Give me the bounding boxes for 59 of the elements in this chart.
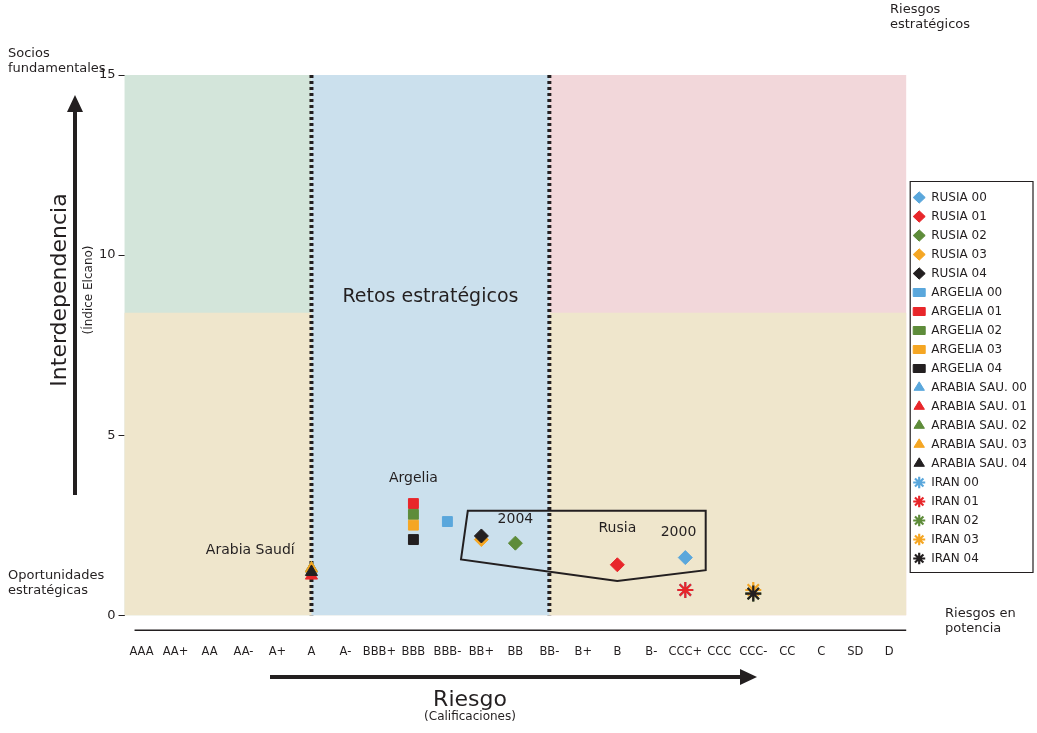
legend-label: ARABIA SAU. 00 xyxy=(931,379,1027,394)
x-tick-label: SD xyxy=(847,644,864,659)
legend-label: IRAN 02 xyxy=(931,512,979,527)
legend-label: ARABIA SAU. 02 xyxy=(931,417,1027,432)
x-axis-title: Riesgo xyxy=(433,686,507,711)
x-tick-label: BBB- xyxy=(433,644,462,659)
legend-label: ARGELIA 03 xyxy=(931,341,1003,356)
x-tick-label: A xyxy=(307,644,316,659)
x-tick-label: BB+ xyxy=(468,644,495,659)
legend-label: RUSIA 02 xyxy=(931,227,987,242)
x-tick-label: BBB xyxy=(401,644,426,659)
legend-label: RUSIA 00 xyxy=(931,189,987,204)
legend-label: IRAN 01 xyxy=(931,493,979,508)
x-tick-label: CCC- xyxy=(739,644,768,659)
legend-label: ARGELIA 04 xyxy=(931,360,1003,375)
text: Oportunidades estratégicas xyxy=(8,567,105,597)
legend-label: IRAN 03 xyxy=(931,531,979,546)
x-tick-label: CCC+ xyxy=(668,644,703,659)
y-tick-label: 10 xyxy=(99,246,116,262)
legend-label: RUSIA 01 xyxy=(931,208,987,223)
x-tick-label: C xyxy=(817,644,826,659)
legend-label: RUSIA 03 xyxy=(931,246,987,261)
x-tick-label: A- xyxy=(339,644,352,659)
legend-label: IRAN 00 xyxy=(931,474,979,489)
legend-label: ARGELIA 00 xyxy=(931,284,1003,299)
y-axis-title: Interdependencia xyxy=(46,193,71,387)
annotation: 2004 xyxy=(497,510,534,527)
x-tick-label: CCC xyxy=(707,644,732,659)
x-tick-label: D xyxy=(884,644,894,659)
y-tick-label: 5 xyxy=(107,426,116,442)
legend-label: ARGELIA 01 xyxy=(931,303,1003,318)
annotation: Rusia xyxy=(598,519,637,536)
legend-label: ARGELIA 02 xyxy=(931,322,1003,337)
x-tick-label: CC xyxy=(779,644,796,659)
legend-label: ARABIA SAU. 04 xyxy=(931,455,1027,470)
x-tick-label: AA xyxy=(201,644,218,659)
legend-label: ARABIA SAU. 03 xyxy=(931,436,1027,451)
x-tick-label: BB xyxy=(507,644,524,659)
y-tick-label: 0 xyxy=(107,606,116,622)
text: Riesgos en potencia xyxy=(945,605,1016,635)
x-tick-label: AAA xyxy=(129,644,154,659)
text: Riesgos estratégicos xyxy=(890,1,971,31)
x-tick-label: B+ xyxy=(574,644,593,659)
text: (Índice Elcano) xyxy=(80,245,95,335)
legend-label: IRAN 04 xyxy=(931,550,979,565)
x-tick-label: B- xyxy=(645,644,658,659)
x-tick-label: AA+ xyxy=(162,644,189,659)
x-tick-label: B xyxy=(613,644,622,659)
x-tick-label: BB- xyxy=(539,644,560,659)
legend-label: RUSIA 04 xyxy=(931,265,987,280)
annotation: Argelia xyxy=(388,468,438,485)
legend-label: ARABIA SAU. 01 xyxy=(931,398,1027,413)
x-tick-label: A+ xyxy=(268,644,287,659)
x-tick-label: AA- xyxy=(233,644,254,659)
annotation: Arabia Saudí xyxy=(205,540,296,557)
x-tick-label: BBB+ xyxy=(362,644,397,659)
band-label: Retos estratégicos xyxy=(342,283,519,306)
text: (Calificaciones) xyxy=(424,709,516,723)
annotation: 2000 xyxy=(660,522,697,539)
